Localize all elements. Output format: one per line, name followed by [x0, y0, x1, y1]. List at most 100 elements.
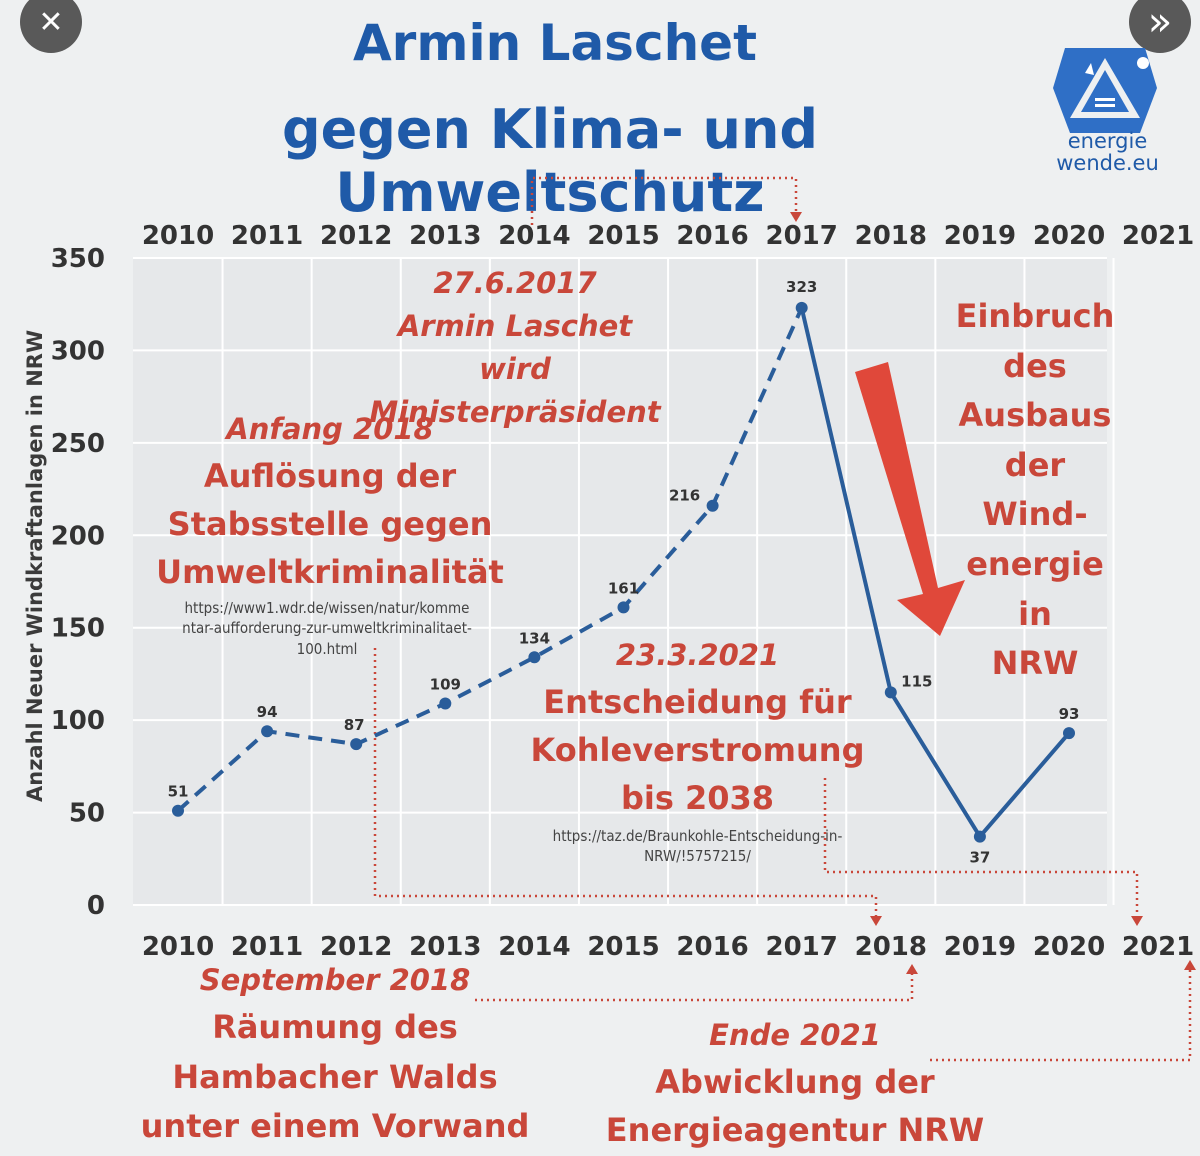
- bottom-x-axis: 2010 2011 2012 2013 2014 2015 2016 2017 2018 2019…: [142, 932, 1194, 962]
- y-axis: 0 50 100 150 200 250 300 350: [51, 244, 105, 921]
- connector-arrowheads: [790, 212, 1196, 974]
- x-tick-top-2015: 2015: [587, 221, 659, 251]
- annotation-anfang-2018-line-2: Stabsstelle gegen: [167, 504, 493, 543]
- arrowhead-2021: [1131, 916, 1143, 926]
- data-label-2017: 323: [786, 278, 817, 296]
- data-label-2016: 216: [669, 487, 700, 505]
- connector-2017: [530, 176, 798, 225]
- annotation-2021: 23.3.2021 Entscheidung für Kohleverstrom…: [505, 634, 890, 822]
- annotation-einbruch-line-6: energie: [966, 544, 1104, 583]
- data-labels: 51 94 87 109 134 161 216 323 115 37 93: [168, 278, 1080, 867]
- url-taz-line-2: NRW/!5757215/: [644, 847, 751, 866]
- x-tick-bottom-2020: 2020: [1033, 932, 1105, 962]
- data-label-2010: 51: [168, 783, 189, 801]
- x-tick-bottom-2013: 2013: [409, 932, 481, 962]
- annotation-anfang-2018-line-1: Auflösung der: [203, 456, 457, 495]
- data-point-2020: [1063, 727, 1075, 740]
- x-tick-top-2020: 2020: [1033, 221, 1105, 251]
- url-wdr-line-3: 100.html: [296, 639, 358, 658]
- forward-button[interactable]: »: [1129, 0, 1191, 53]
- annotation-einbruch-line-7: in: [1018, 594, 1052, 633]
- data-label-2011: 94: [257, 703, 278, 721]
- close-button[interactable]: ✕: [20, 0, 82, 53]
- annotation-september-2018-date: September 2018: [199, 963, 471, 997]
- annotation-einbruch: Einbruch des Ausbaus der Wind-energie in NRW: [945, 292, 1125, 689]
- logo-text-line-1: energie: [1067, 129, 1148, 153]
- annotation-2017-line-2: wird Ministerpräsident: [369, 351, 661, 429]
- close-icon: ✕: [38, 4, 64, 40]
- annotation-2021-line-1: Entscheidung für: [543, 682, 852, 721]
- data-label-2019: 37: [969, 849, 990, 867]
- annotation-2017-line-1: Armin Laschet: [397, 308, 633, 343]
- x-tick-top-2011: 2011: [231, 221, 303, 251]
- x-tick-top-2021: 2021: [1122, 221, 1194, 251]
- data-point-2010: [172, 804, 184, 817]
- x-tick-top-2012: 2012: [320, 221, 392, 251]
- arrowhead-ende-2021: [1184, 960, 1196, 970]
- x-tick-bottom-2018: 2018: [855, 932, 927, 962]
- annotation-einbruch-line-8: NRW: [991, 644, 1079, 683]
- y-axis-title: Anzahl Neuer Windkraftanlagen in NRW: [23, 329, 47, 802]
- annotation-einbruch-line-1: Einbruch: [955, 297, 1115, 335]
- data-label-2018: 115: [901, 672, 932, 690]
- x-tick-bottom-2015: 2015: [587, 932, 659, 962]
- decline-arrow-icon: [855, 362, 965, 636]
- connector-lines: [373, 176, 1192, 1062]
- x-tick-top-2017: 2017: [766, 221, 838, 251]
- data-label-2013: 109: [430, 676, 461, 694]
- double-chevron-right-icon: »: [1147, 0, 1173, 45]
- data-point-2015: [617, 601, 630, 614]
- annotation-september-2018: September 2018 Räumung des Hambacher Wal…: [140, 958, 530, 1152]
- annotation-ende-2021-date: Ende 2021: [709, 1018, 881, 1052]
- logo-emblem-icon: [1053, 48, 1157, 133]
- series-line-dashed: [176, 307, 804, 813]
- data-point-2017: [795, 301, 808, 314]
- x-tick-bottom-2012: 2012: [320, 932, 392, 962]
- annotation-anfang-2018: Anfang 2018 Auflösung der Stabsstelle ge…: [130, 408, 530, 596]
- connector-2021-top: [823, 778, 1139, 916]
- data-label-2014: 134: [519, 629, 550, 647]
- logo-text-line-2: wende.eu: [1056, 151, 1159, 176]
- data-point-2012: [350, 738, 363, 751]
- annotation-2017: 27.6.2017 Armin Laschet wird Ministerprä…: [330, 262, 700, 434]
- x-tick-top-2013: 2013: [409, 221, 481, 251]
- url-wdr-line-2: ntar-aufforderung-zur-umweltkriminalitae…: [182, 619, 472, 638]
- annotation-einbruch-line-4: der: [1004, 445, 1066, 484]
- x-tick-bottom-2021: 2021: [1122, 932, 1194, 962]
- y-tick-100: 100: [51, 706, 105, 736]
- arrowhead-sep-2018: [906, 964, 918, 974]
- x-tick-top-2019: 2019: [944, 221, 1016, 251]
- x-tick-top-2014: 2014: [498, 221, 570, 251]
- data-point-2018: [884, 686, 897, 699]
- x-tick-top-2018: 2018: [855, 221, 927, 251]
- url-taz[interactable]: https://taz.de/Braunkohle-Entscheidung-i…: [505, 826, 890, 867]
- data-point-2016: [706, 499, 719, 512]
- x-tick-bottom-2016: 2016: [676, 932, 748, 962]
- connector-2018-top: [373, 648, 878, 916]
- annotation-2021-line-3: bis 2038: [620, 778, 775, 817]
- title-line-1: Armin Laschet: [352, 14, 757, 72]
- y-tick-50: 50: [69, 799, 105, 829]
- url-wdr[interactable]: https://www1.wdr.de/wissen/natur/komme n…: [132, 598, 522, 659]
- annotation-ende-2021: Ende 2021 Abwicklung der Energieagentur …: [600, 1014, 990, 1154]
- grid: [133, 257, 1115, 906]
- energiewende-logo: [1045, 28, 1165, 138]
- x-tick-bottom-2014: 2014: [498, 932, 570, 962]
- y-tick-150: 150: [51, 614, 105, 644]
- x-tick-top-2010: 2010: [142, 221, 214, 251]
- data-point-2013: [439, 697, 452, 710]
- annotation-2021-date: 23.3.2021: [615, 638, 780, 672]
- top-x-axis: 2010 2011 2012 2013 2014 2015 2016 2017 2018 2019…: [142, 221, 1194, 251]
- logo-text: energie wende.eu: [1040, 130, 1175, 174]
- annotation-anfang-2018-date: Anfang 2018: [226, 412, 434, 446]
- data-point-2014: [528, 651, 541, 664]
- annotation-einbruch-line-2: des: [1003, 346, 1067, 385]
- series-line-solid: [799, 307, 1071, 839]
- data-label-2015: 161: [608, 579, 639, 597]
- y-tick-300: 300: [51, 336, 105, 366]
- y-tick-350: 350: [51, 244, 105, 274]
- arrowhead-2017: [790, 212, 802, 222]
- url-wdr-line-1: https://www1.wdr.de/wissen/natur/komme: [184, 599, 470, 617]
- data-label-2012: 87: [344, 716, 365, 734]
